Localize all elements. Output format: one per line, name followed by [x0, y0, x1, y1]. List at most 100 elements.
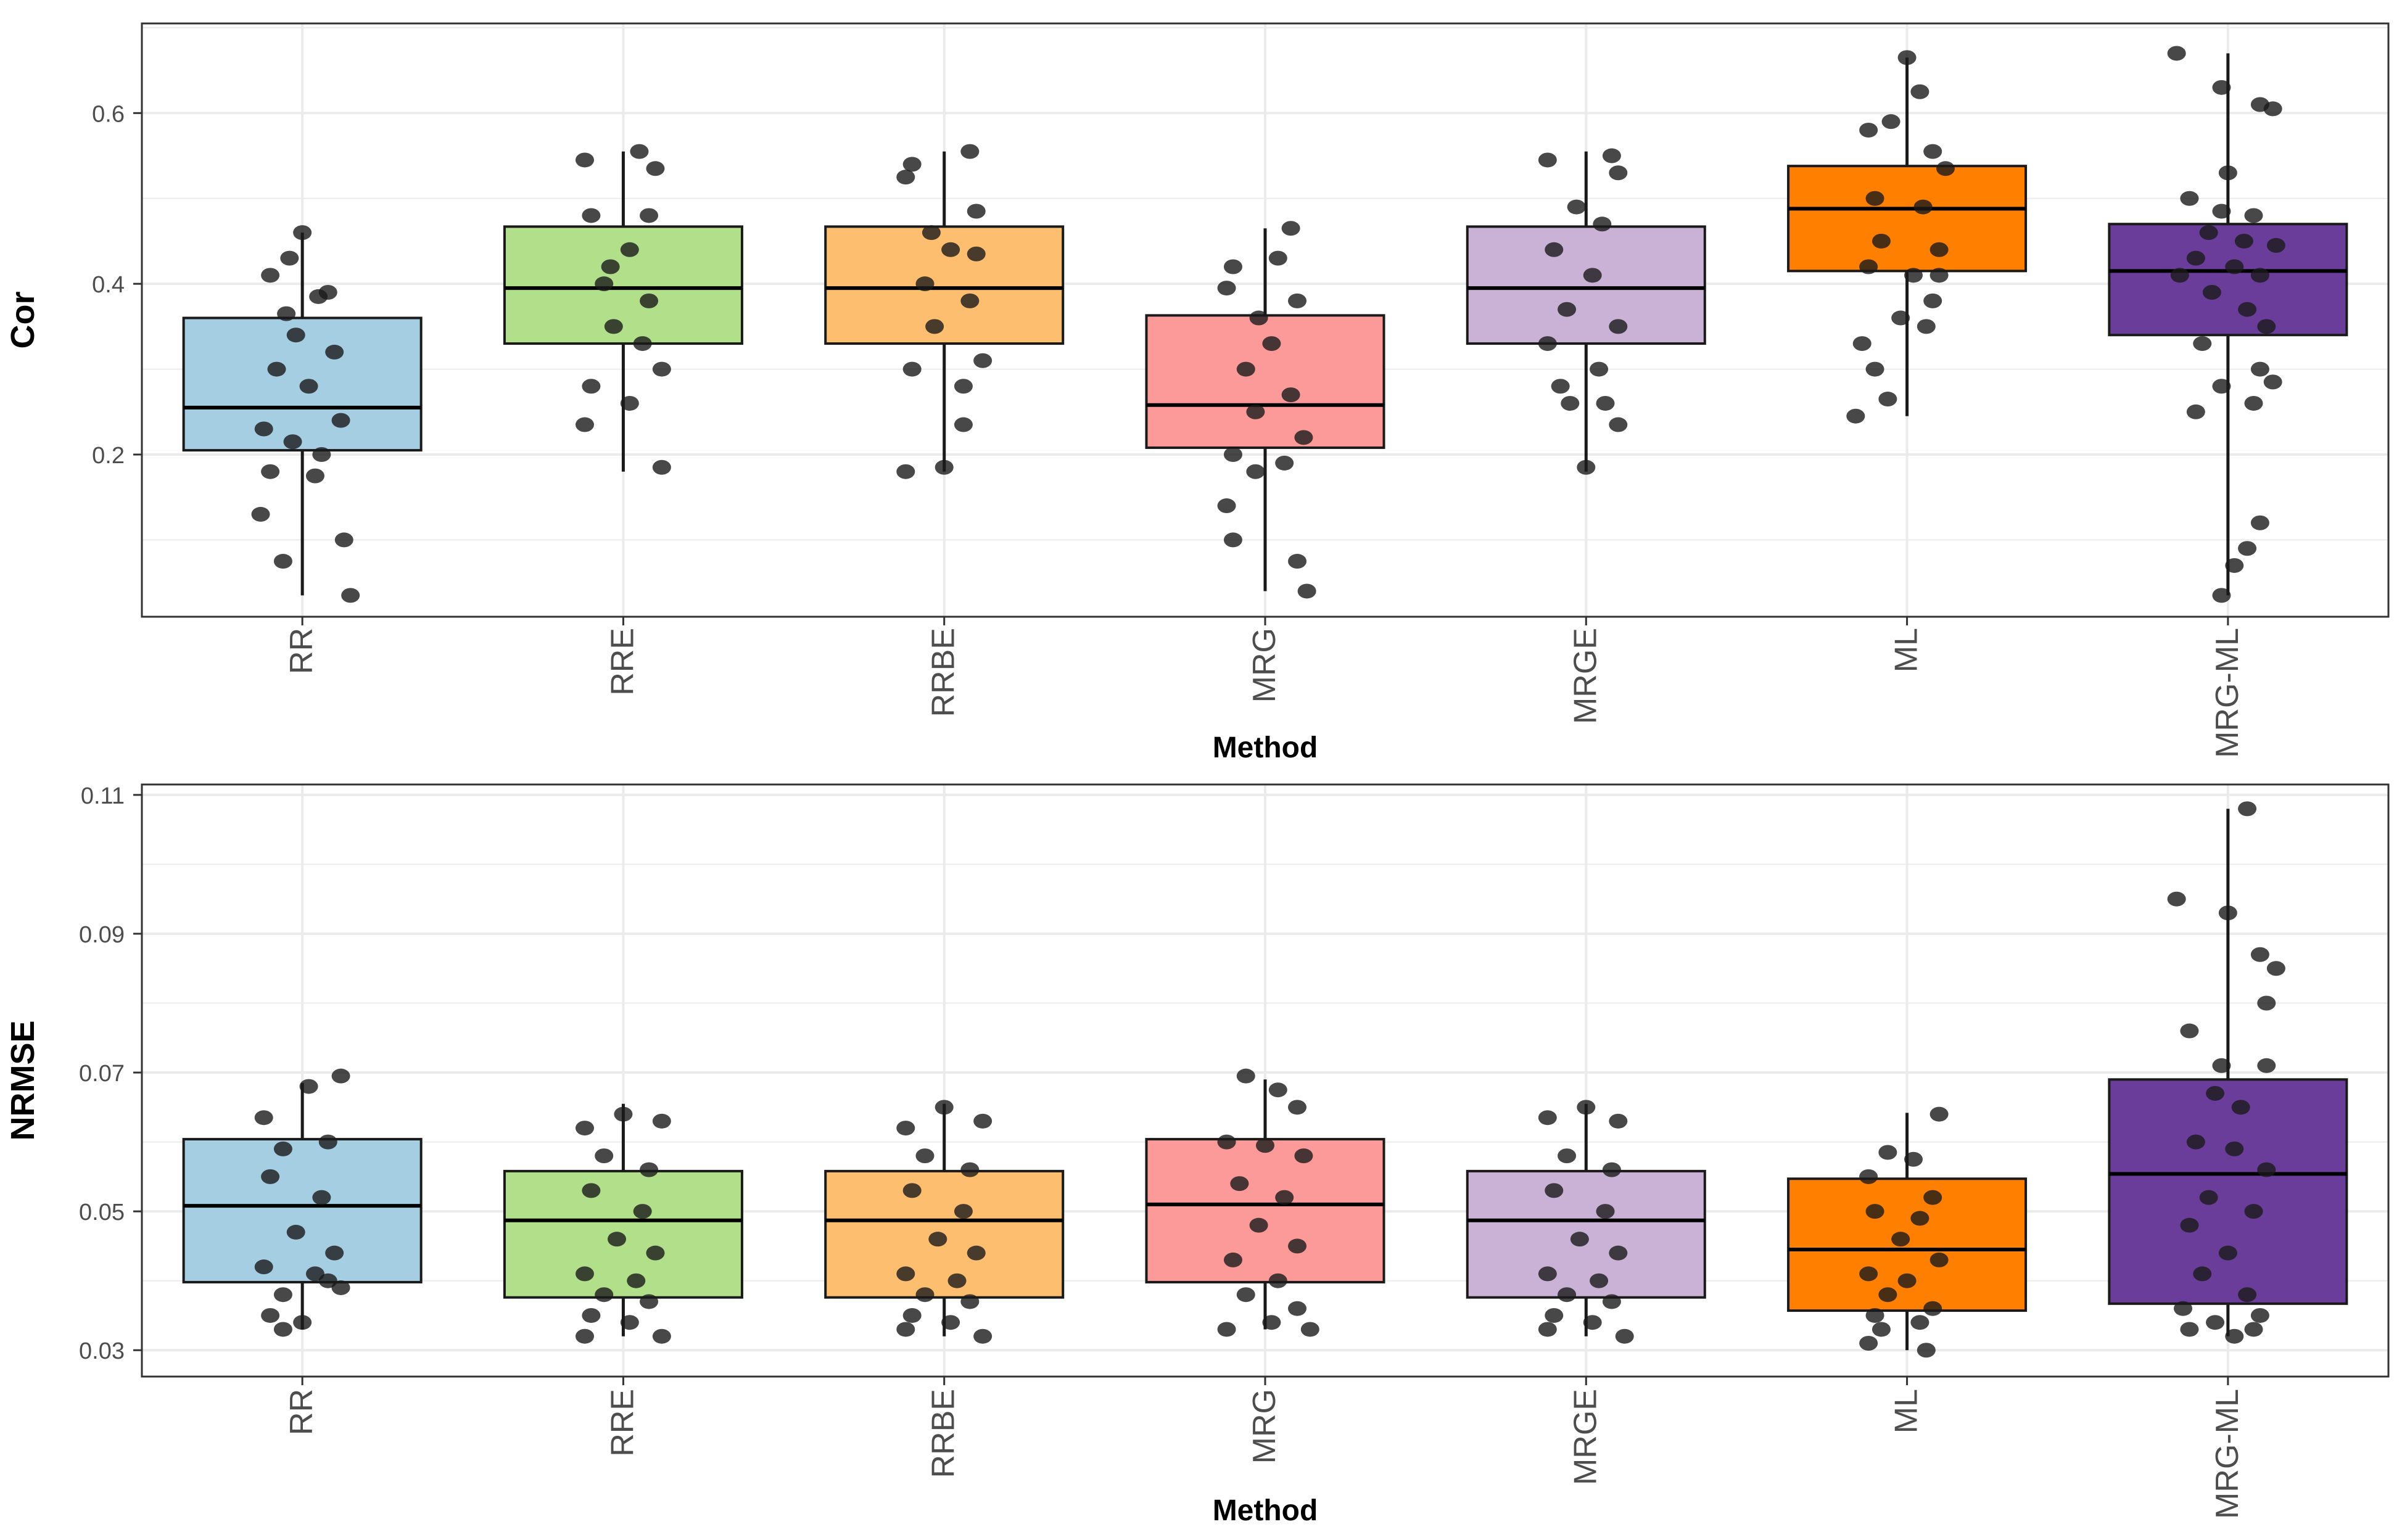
- cor-data-point: [973, 353, 993, 368]
- cor-whiskers: [300, 53, 2230, 596]
- cor-data-point: [1561, 395, 1580, 411]
- nrmse-y-tick-label: 0.07: [79, 1061, 125, 1087]
- nrmse-data-point: [620, 1315, 639, 1330]
- cor-data-point: [1596, 395, 1615, 411]
- nrmse-data-point: [2238, 801, 2257, 817]
- cor-data-point: [277, 306, 296, 321]
- cor-data-point: [2193, 336, 2212, 352]
- cor-data-point: [1262, 336, 1281, 352]
- cor-x-tick-label-mrge: MRGE: [1567, 628, 1603, 724]
- cor-data-point: [273, 554, 292, 569]
- cor-data-point: [575, 152, 594, 168]
- nrmse-data-point: [1558, 1287, 1577, 1303]
- nrmse-data-point: [2257, 1162, 2276, 1177]
- cor-data-point: [2238, 541, 2257, 556]
- cor-x-tick-label-rre: RRE: [605, 628, 640, 696]
- cor-data-point: [2250, 268, 2269, 283]
- nrmse-data-point: [2250, 947, 2269, 962]
- cor-data-point: [1236, 361, 1255, 377]
- cor-data-point: [1246, 464, 1265, 479]
- cor-data-point: [1297, 583, 1316, 599]
- cor-data-point: [646, 161, 665, 176]
- nrmse-panel: 0.03 0.05 0.07 0.09 0.11 RR RRE RRBE MRG MRGE ML M…: [4, 783, 2390, 1527]
- nrmse-data-point: [633, 1204, 652, 1219]
- nrmse-data-point: [1904, 1151, 1923, 1167]
- nrmse-data-point: [1538, 1110, 1557, 1126]
- nrmse-x-tick-label-rr: RR: [284, 1389, 320, 1435]
- cor-data-point: [1872, 233, 1891, 249]
- cor-data-point: [254, 421, 273, 437]
- cor-data-point: [299, 379, 318, 394]
- cor-data-point: [1246, 404, 1265, 419]
- nrmse-data-point: [2225, 1141, 2244, 1156]
- nrmse-data-point: [652, 1113, 671, 1129]
- nrmse-data-point: [1223, 1252, 1242, 1267]
- nrmse-data-point: [1865, 1204, 1884, 1219]
- nrmse-data-point: [582, 1183, 601, 1198]
- cor-y-tick-label: 0.6: [92, 101, 125, 127]
- nrmse-data-point: [973, 1113, 993, 1129]
- cor-data-point: [1590, 361, 1609, 377]
- cor-data-point: [1538, 152, 1557, 168]
- cor-data-point: [902, 361, 922, 377]
- cor-data-point: [2170, 268, 2189, 283]
- cor-data-point: [604, 319, 623, 334]
- cor-data-point: [2199, 225, 2218, 241]
- nrmse-data-point: [1859, 1169, 1878, 1184]
- nrmse-data-point: [1268, 1082, 1287, 1098]
- nrmse-data-point: [273, 1141, 292, 1156]
- nrmse-box-ml: [1787, 1177, 2028, 1312]
- nrmse-y-tick-label: 0.11: [81, 783, 125, 809]
- cor-data-point: [261, 464, 280, 479]
- nrmse-data-point: [1602, 1294, 1621, 1309]
- nrmse-data-point: [1929, 1106, 1949, 1122]
- nrmse-data-point: [2231, 1100, 2250, 1115]
- nrmse-data-point: [1910, 1315, 1929, 1330]
- nrmse-data-point: [2186, 1134, 2205, 1150]
- nrmse-data-point: [896, 1322, 915, 1337]
- nrmse-data-point: [1275, 1190, 1294, 1205]
- nrmse-data-point: [1249, 1217, 1268, 1233]
- nrmse-data-point: [2174, 1301, 2193, 1316]
- cor-data-point: [1852, 336, 1872, 352]
- cor-data-point: [1249, 310, 1268, 326]
- nrmse-data-point: [646, 1245, 665, 1261]
- nrmse-data-point: [1878, 1145, 1897, 1160]
- nrmse-box-mrg-ml: [2108, 1078, 2348, 1305]
- cor-data-point: [954, 417, 973, 432]
- nrmse-data-point: [935, 1100, 954, 1115]
- cor-data-point: [1268, 250, 1287, 266]
- cor-data-point: [2186, 404, 2205, 419]
- nrmse-data-point: [896, 1121, 915, 1136]
- cor-data-point: [2234, 233, 2253, 249]
- nrmse-data-point: [286, 1224, 305, 1240]
- cor-y-axis-label: Cor: [4, 292, 41, 349]
- cor-data-point: [2180, 191, 2199, 206]
- cor-data-point: [334, 532, 353, 548]
- cor-data-point: [2167, 46, 2186, 61]
- cor-data-point: [286, 327, 305, 343]
- nrmse-data-point: [1294, 1148, 1313, 1164]
- nrmse-data-point: [2238, 1287, 2257, 1303]
- nrmse-points: [254, 801, 2285, 1358]
- nrmse-x-axis-label: Method: [1213, 1494, 1318, 1527]
- nrmse-data-point: [1288, 1238, 1307, 1254]
- nrmse-data-point: [1217, 1134, 1236, 1150]
- nrmse-data-point: [1262, 1315, 1281, 1330]
- cor-data-point: [960, 144, 980, 159]
- cor-data-point: [640, 208, 659, 223]
- nrmse-data-point: [2266, 961, 2285, 976]
- nrmse-data-point: [915, 1287, 935, 1303]
- nrmse-data-point: [960, 1162, 980, 1177]
- nrmse-x-tick-label-mrge: MRGE: [1567, 1389, 1603, 1485]
- cor-data-point: [2186, 250, 2205, 266]
- cor-box-ml: [1787, 165, 2028, 273]
- nrmse-data-point: [1897, 1273, 1917, 1288]
- cor-panel: 0.2 0.4 0.6 RR RRE RRBE MRG MRGE ML MRG-ML Cor M…: [4, 22, 2390, 764]
- cor-box-rrbe: [824, 225, 1065, 345]
- nrmse-data-point: [1891, 1232, 1910, 1247]
- cor-data-point: [267, 361, 286, 377]
- nrmse-box-mrg: [1145, 1138, 1385, 1283]
- cor-data-point: [318, 285, 337, 300]
- nrmse-data-point: [2199, 1190, 2218, 1205]
